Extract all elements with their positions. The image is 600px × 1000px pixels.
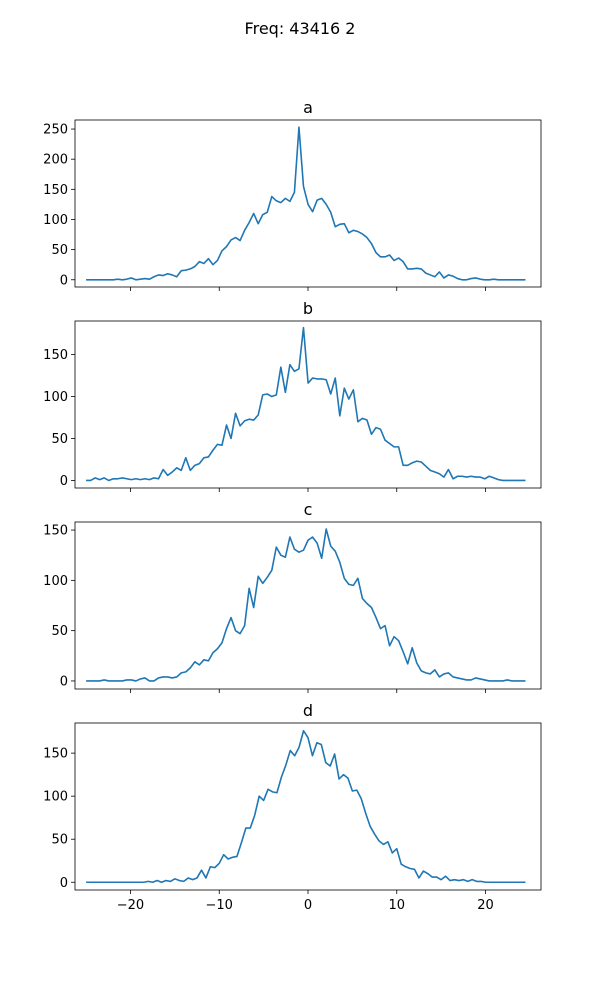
subplot-title-a: a (303, 98, 313, 117)
y-tick-label: 0 (60, 876, 68, 891)
subplot-title-c: c (304, 500, 313, 519)
y-tick-label: 150 (43, 183, 68, 198)
series-line-a (86, 126, 526, 281)
x-tick-label: −10 (206, 898, 233, 913)
y-tick-label: 150 (43, 348, 68, 363)
x-tick-label: 20 (477, 898, 494, 913)
y-tick-label: 200 (43, 153, 68, 168)
subplot-stack: a050100150200250b050100150c050100150d050… (43, 98, 542, 913)
y-tick-label: 150 (43, 524, 68, 539)
y-tick-label: 0 (60, 474, 68, 489)
y-tick-label: 100 (43, 213, 68, 228)
y-tick-label: 250 (43, 123, 68, 138)
x-tick-label: −20 (117, 898, 144, 913)
y-tick-label: 0 (60, 273, 68, 288)
subplot-title-d: d (303, 701, 313, 720)
y-tick-label: 50 (51, 432, 68, 447)
subplot-b: b 0 50 100 150 (43, 299, 542, 492)
y-tick-label: 150 (43, 747, 68, 762)
y-tick-label: 100 (43, 574, 68, 589)
x-tick-label: 10 (388, 898, 405, 913)
series-line-c (86, 528, 526, 682)
subplot-a: a 0 50 100 150 200 250 (43, 98, 542, 291)
y-tick-label: 100 (43, 790, 68, 805)
series-line-b (86, 326, 526, 482)
subplot-d: d 0 50 100 150 −20 −10 0 10 20 (43, 701, 542, 913)
y-tick-label: 0 (60, 674, 68, 689)
y-tick-label: 50 (51, 833, 68, 848)
y-tick-label: 50 (51, 624, 68, 639)
y-tick-label: 50 (51, 243, 68, 258)
x-tick-label: 0 (304, 898, 312, 913)
subplot-c: c 0 50 100 150 (43, 500, 542, 693)
series-line-d (86, 729, 526, 884)
figure-suptitle: Freq: 43416 2 (245, 19, 356, 38)
subplot-title-b: b (303, 299, 313, 318)
y-tick-label: 100 (43, 390, 68, 405)
